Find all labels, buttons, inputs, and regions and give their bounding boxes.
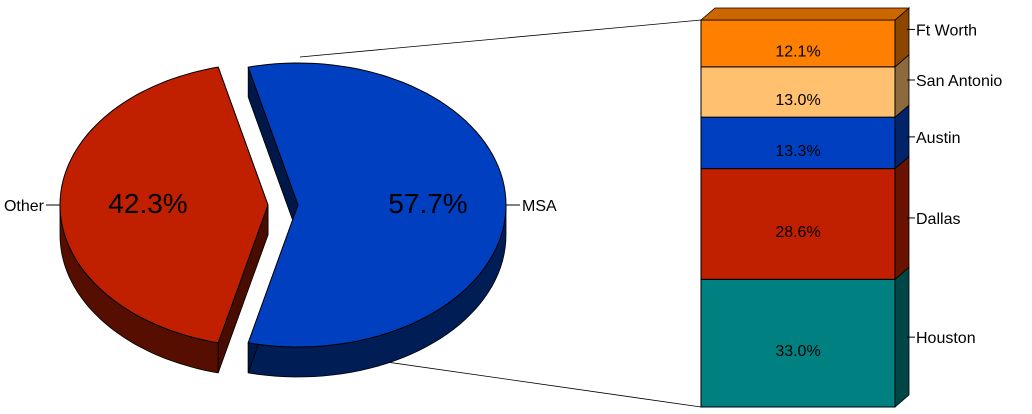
bar-segment-austin xyxy=(700,116,896,170)
bar-category-label-ft-worth: Ft Worth xyxy=(916,22,977,39)
bar-category-label-austin: Austin xyxy=(916,130,960,147)
bar-segment-houston xyxy=(700,278,896,408)
bar-segment-dallas xyxy=(700,168,896,280)
bar-segment-ft-worth xyxy=(700,19,896,68)
bar-category-label-houston: Houston xyxy=(916,330,976,347)
labels: 57.7% MSA 42.3% Other 33.0% Houston 28.6% Dalla… xyxy=(4,22,1002,360)
bar-value-label-dallas: 28.6% xyxy=(775,224,820,241)
connector-line-top xyxy=(299,19,702,58)
pie xyxy=(59,62,507,378)
pie-value-label-msa: 57.7% xyxy=(388,188,467,219)
bar-category-label-san-antonio: San Antonio xyxy=(916,73,1002,90)
bar-side-dallas xyxy=(894,155,910,281)
bar-value-label-austin: 13.3% xyxy=(775,143,820,160)
pie-category-label-msa: MSA xyxy=(522,198,557,215)
bar-value-label-san-antonio: 13.0% xyxy=(775,92,820,109)
bar-top-ft-worth xyxy=(699,7,911,21)
bar-side-houston xyxy=(894,266,910,408)
bar-category-label-dallas: Dallas xyxy=(916,211,960,228)
pie-category-label-other: Other xyxy=(4,198,45,215)
pie-value-label-other: 42.3% xyxy=(108,188,187,219)
bar-value-label-houston: 33.0% xyxy=(775,343,820,360)
stacked-bar xyxy=(699,7,911,408)
bar-value-label-ft-worth: 12.1% xyxy=(775,43,820,60)
bar-segment-san-antonio xyxy=(700,66,896,118)
